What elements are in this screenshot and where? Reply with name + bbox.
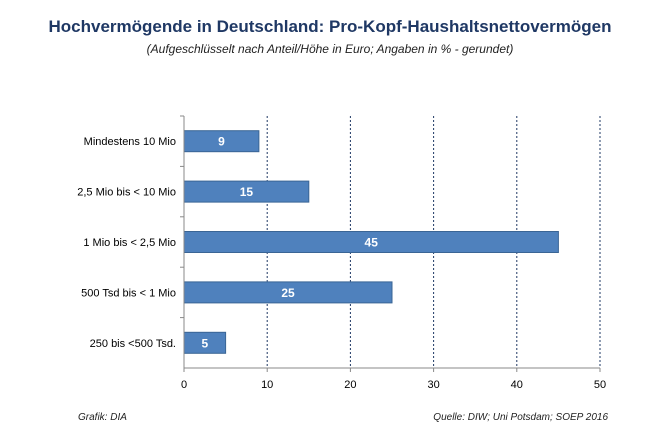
x-tick-label: 0 <box>181 379 187 391</box>
x-axis: 0 10 20 30 40 50 <box>181 116 606 391</box>
category-labels: Mindestens 10 Mio 2,5 Mio bis < 10 Mio 1 M… <box>77 115 184 350</box>
category-label: 1 Mio bis < 2,5 Mio <box>83 237 176 249</box>
chart-title: Hochvermögende in Deutschland: Pro-Kopf-… <box>49 17 612 36</box>
bar-value-label: 25 <box>281 286 295 300</box>
x-tick-label: 30 <box>427 379 439 391</box>
bars: 9 15 45 25 5 <box>183 130 559 354</box>
category-label: 2,5 Mio bis < 10 Mio <box>77 187 176 199</box>
category-label: 250 bis <500 Tsd. <box>90 338 176 350</box>
footer-left: Grafik: DIA <box>78 412 127 423</box>
x-tick-label: 20 <box>344 379 356 391</box>
bar-value-label: 15 <box>240 185 254 199</box>
bar-value-label: 9 <box>218 135 225 149</box>
x-tick-label: 40 <box>511 379 523 391</box>
bar-value-label: 45 <box>365 236 379 250</box>
category-label: Mindestens 10 Mio <box>84 136 176 148</box>
bar-value-label: 5 <box>201 336 208 350</box>
footer-right: Quelle: DIW; Uni Potsdam; SOEP 2016 <box>433 412 608 423</box>
chart-subtitle: (Aufgeschlüsselt nach Anteil/Höhe in Eur… <box>147 42 514 56</box>
x-tick-label: 10 <box>261 379 273 391</box>
category-label: 500 Tsd bis < 1 Mio <box>81 287 176 299</box>
x-tick-label: 50 <box>594 379 606 391</box>
